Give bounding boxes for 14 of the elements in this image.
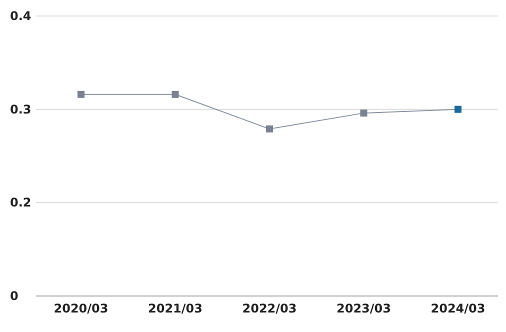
x-tick-label: 2022/03 bbox=[242, 302, 297, 316]
y-tick-label: 0 bbox=[10, 289, 18, 303]
x-tick-label: 2024/03 bbox=[430, 302, 486, 316]
y-tick-label: 0.4 bbox=[10, 9, 32, 23]
point bbox=[172, 90, 179, 98]
point bbox=[266, 125, 273, 132]
x-tick-label: 2021/03 bbox=[148, 302, 202, 316]
y-tick-label: 0.3 bbox=[10, 102, 32, 116]
point bbox=[78, 90, 84, 98]
x-tick-label: 2020/03 bbox=[54, 302, 108, 316]
point bbox=[454, 106, 462, 113]
point bbox=[360, 110, 368, 117]
x-tick-label: 2023/03 bbox=[336, 302, 391, 316]
y-tick-label: 0.2 bbox=[10, 196, 32, 210]
